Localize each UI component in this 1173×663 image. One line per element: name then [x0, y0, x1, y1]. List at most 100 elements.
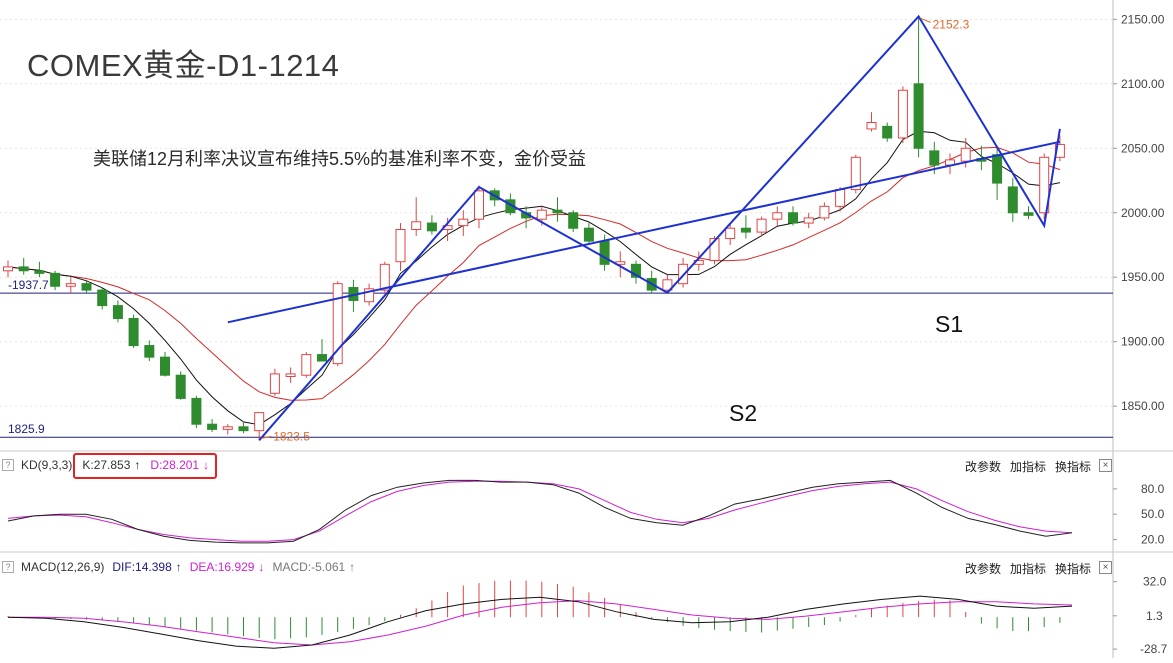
- candle-body: [740, 227, 751, 233]
- candle-body: [992, 154, 1003, 184]
- candle-body: [536, 209, 547, 220]
- mark-pointer: [261, 435, 272, 439]
- kd-swap-indicator-button[interactable]: 换指标: [1054, 460, 1091, 474]
- candle-body: [788, 212, 798, 224]
- kd-header: KD(9,3,3) K:27.853 ↑ D:28.201 ↓: [21, 458, 213, 478]
- candle-body: [160, 356, 170, 376]
- macd-name: MACD(12,26,9): [21, 560, 105, 574]
- candle-body: [631, 263, 641, 278]
- candle-body: [772, 212, 783, 220]
- candle-body: [395, 229, 406, 263]
- candle-body: [50, 272, 61, 287]
- candle-body: [426, 222, 437, 232]
- kd-tick-label: 50.0: [1141, 507, 1165, 521]
- candle-body: [207, 423, 218, 430]
- trend-line: [258, 14, 1061, 441]
- kd-name: KD(9,3,3): [21, 458, 73, 472]
- label-s1: S1: [935, 311, 964, 337]
- candle-body: [882, 125, 893, 139]
- macd-macd-arrow: ↑: [349, 560, 356, 574]
- candle-body: [1023, 212, 1034, 216]
- macd-panel-buttons: 改参数 加指标 换指标: [956, 560, 1091, 577]
- kd-tick-label: 20.0: [1141, 533, 1165, 547]
- kd-panel-buttons: 改参数 加指标 换指标: [956, 458, 1091, 475]
- candle-body: [583, 227, 594, 242]
- candle-body: [725, 227, 736, 240]
- kd-change-params-button[interactable]: 改参数: [964, 460, 1001, 474]
- macd-macd-value: MACD:-5.061: [272, 560, 346, 574]
- candle-body: [709, 238, 720, 261]
- candle-body: [144, 345, 155, 358]
- kd-close-icon[interactable]: ×: [1099, 459, 1112, 472]
- price-tick-label: 2000.00: [1121, 206, 1165, 220]
- candle-body: [803, 217, 814, 224]
- candle-body: [3, 266, 13, 272]
- candle-body: [175, 374, 186, 399]
- price-tick-label: 1850.00: [1121, 399, 1165, 413]
- candle-body: [112, 305, 123, 319]
- price-tick-label: 2150.00: [1121, 12, 1165, 26]
- candle-body: [552, 209, 563, 214]
- candle-body: [960, 147, 971, 162]
- kd-d-value: D:28.201: [150, 458, 200, 472]
- candle-body: [222, 426, 233, 430]
- candle-body: [191, 397, 202, 425]
- macd-add-indicator-button[interactable]: 加指标: [1009, 562, 1046, 576]
- candle-body: [269, 373, 280, 394]
- candle-body: [254, 412, 265, 432]
- kd-k-line: [7, 479, 1073, 544]
- candle-body: [238, 426, 249, 432]
- candle-body: [662, 279, 673, 291]
- chart-title: COMEX黄金-D1-1214: [27, 48, 340, 83]
- moving-average-fast: [7, 130, 1061, 426]
- candle-body: [18, 266, 29, 272]
- kd-add-indicator-button[interactable]: 加指标: [1009, 460, 1046, 474]
- candle-body: [317, 354, 327, 362]
- candle-body: [332, 283, 343, 365]
- macd-tick-label: 32.0: [1143, 575, 1167, 589]
- label-s2: S2: [729, 400, 758, 426]
- price-mark-label: 2152.3: [933, 17, 970, 31]
- candle-body: [897, 89, 908, 139]
- candle-body: [285, 373, 296, 378]
- macd-change-params-button[interactable]: 改参数: [964, 562, 1001, 576]
- macd-swap-indicator-button[interactable]: 换指标: [1054, 562, 1091, 576]
- kd-tick-label: 80.0: [1141, 482, 1165, 496]
- macd-dif-arrow: ↑: [175, 560, 182, 574]
- macd-dea-value: DEA:16.929: [189, 560, 255, 574]
- candle-body: [301, 354, 312, 376]
- candle-body: [65, 283, 76, 287]
- macd-tick-label: 1.3: [1146, 609, 1163, 623]
- kd-d-line: [7, 480, 1073, 542]
- candle-body: [97, 289, 108, 307]
- kd-help-icon[interactable]: ?: [2, 459, 14, 471]
- candle-body: [1007, 186, 1018, 214]
- kd-k-value: K:27.853: [82, 458, 131, 472]
- macd-help-icon[interactable]: ?: [2, 561, 14, 573]
- candle-body: [568, 212, 579, 229]
- candle-body: [599, 240, 610, 265]
- candle-body: [474, 190, 484, 220]
- annotation-text: 美联储12月利率决议宣布维持5.5%的基准利率不变，金价受益: [93, 149, 587, 169]
- kd-d-arrow: ↓: [203, 458, 210, 472]
- macd-dea-arrow: ↓: [258, 560, 265, 574]
- candle-body: [128, 317, 139, 347]
- macd-dea-line: [8, 600, 1073, 646]
- price-tick-label: 2050.00: [1121, 141, 1165, 155]
- macd-close-icon[interactable]: ×: [1099, 561, 1112, 574]
- candle-body: [34, 270, 45, 274]
- macd-dif-line: [7, 595, 1073, 649]
- macd-header: MACD(12,26,9) DIF:14.398 ↑ DEA:16.929 ↓ MACD:…: [21, 560, 359, 580]
- trend-line: [227, 140, 1061, 324]
- candle-body: [756, 218, 767, 233]
- price-mark-label: 1823.5: [273, 429, 310, 443]
- kd-highlight-box: [73, 453, 217, 479]
- candle-body: [411, 221, 422, 231]
- candle-body: [458, 218, 469, 227]
- level-label: 1825.9: [8, 422, 45, 436]
- candle-body: [81, 283, 92, 291]
- candle-body: [866, 121, 877, 130]
- candle-body: [364, 288, 375, 303]
